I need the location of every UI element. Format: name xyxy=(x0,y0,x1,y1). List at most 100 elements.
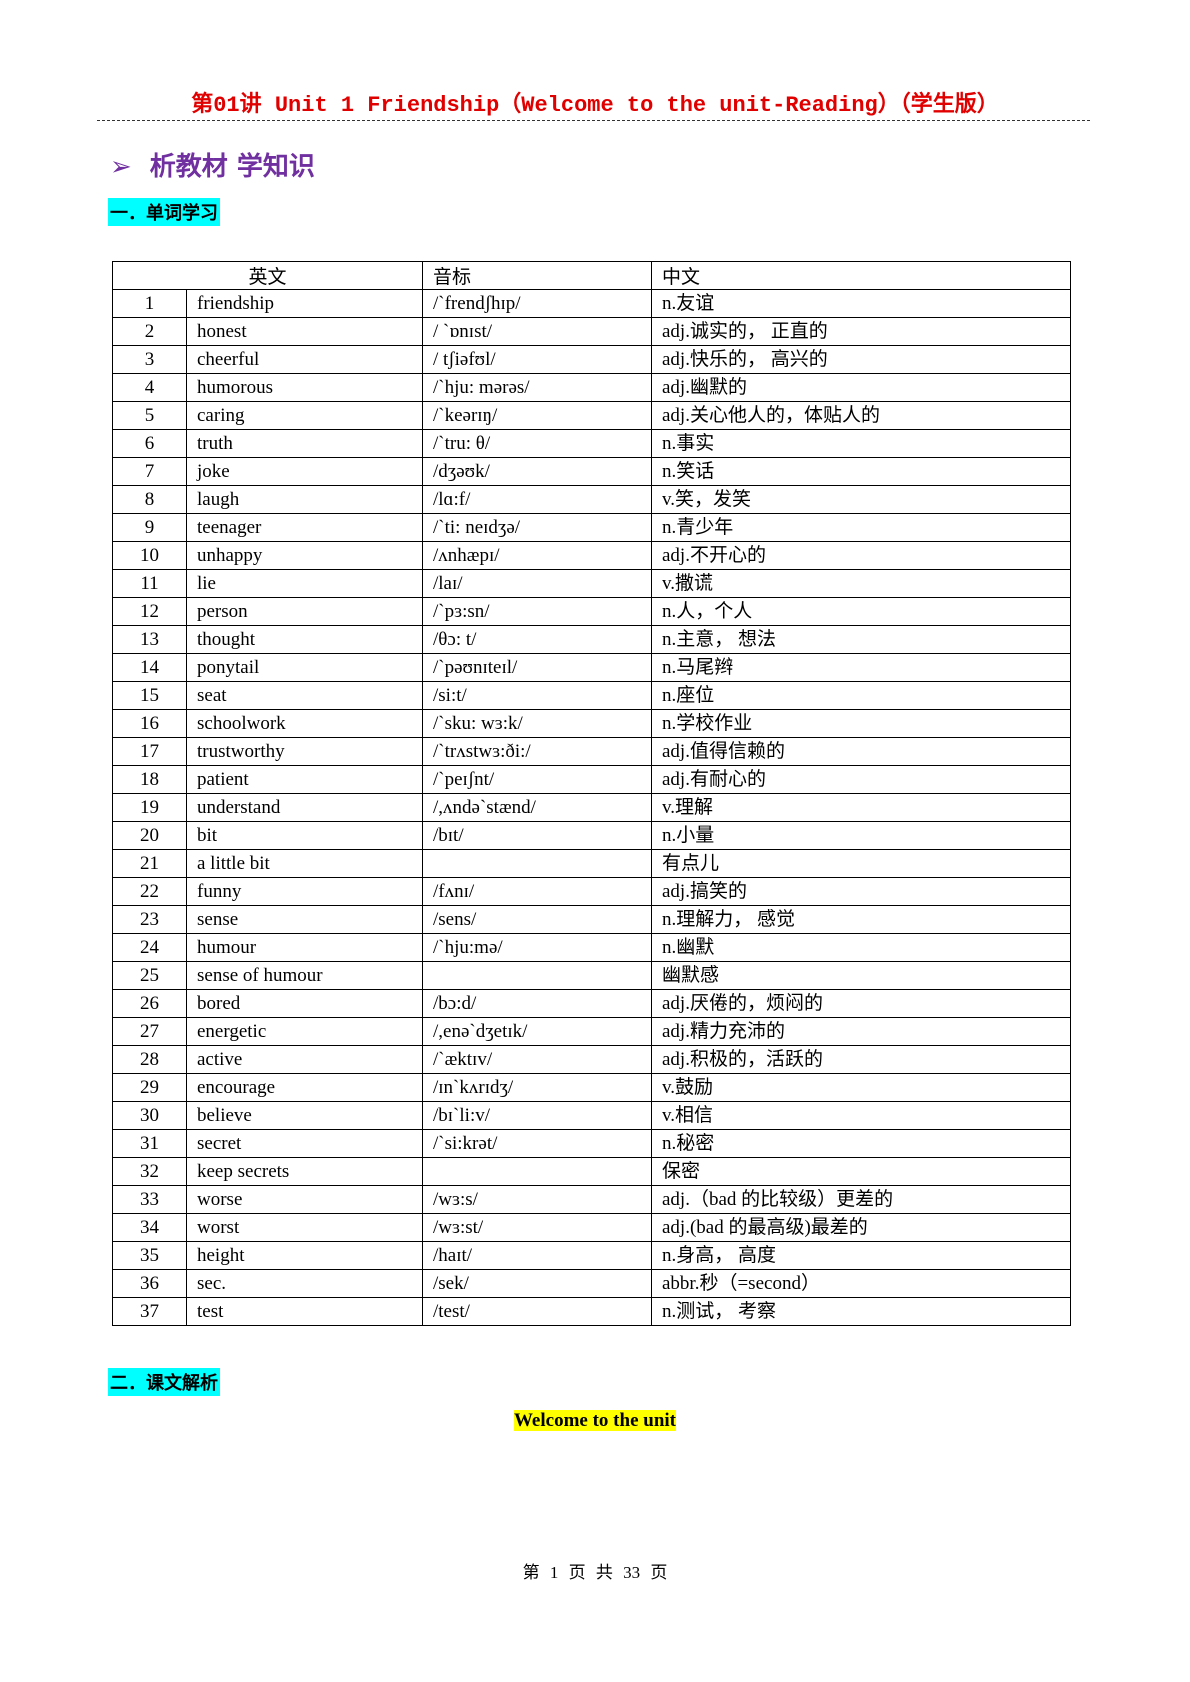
row-number: 20 xyxy=(112,821,187,850)
welcome-heading-text: Welcome to the unit xyxy=(513,1410,676,1431)
english-word: humour xyxy=(186,933,423,962)
english-word: truth xyxy=(186,429,423,458)
chinese-meaning: n.身高， 高度 xyxy=(651,1241,1071,1270)
row-number: 21 xyxy=(112,849,187,878)
row-number: 31 xyxy=(112,1129,187,1158)
table-row: 4 humorous/`hju: mərəs/adj.幽默的 xyxy=(112,373,1071,402)
row-number: 7 xyxy=(112,457,187,486)
phonetic: /`æktɪv/ xyxy=(422,1045,652,1074)
chinese-meaning: n.理解力， 感觉 xyxy=(651,905,1071,934)
table-row: 27 energetic/,enə`dʒetɪk/adj.精力充沛的 xyxy=(112,1017,1071,1046)
table-row: 37 test/test/n.测试， 考察 xyxy=(112,1297,1071,1326)
phonetic: /,enə`dʒetɪk/ xyxy=(422,1017,652,1046)
table-row: 19 understand/,ʌndə`stænd/v.理解 xyxy=(112,793,1071,822)
english-word: height xyxy=(186,1241,423,1270)
phonetic: /test/ xyxy=(422,1297,652,1326)
row-number: 22 xyxy=(112,877,187,906)
chinese-meaning: adj.有耐心的 xyxy=(651,765,1071,794)
english-word: caring xyxy=(186,401,423,430)
part2-heading: 二．课文解析 xyxy=(108,1368,220,1396)
table-row: 35 height/haɪt/n.身高， 高度 xyxy=(112,1241,1071,1270)
chinese-meaning: n.学校作业 xyxy=(651,709,1071,738)
row-number: 1 xyxy=(112,289,187,318)
table-row: 6 truth/`tru: θ/n.事实 xyxy=(112,429,1071,458)
row-number: 26 xyxy=(112,989,187,1018)
table-row: 32 keep secrets 保密 xyxy=(112,1157,1071,1186)
english-word: thought xyxy=(186,625,423,654)
table-row: 24 humour/`hju:mə/n.幽默 xyxy=(112,933,1071,962)
row-number: 3 xyxy=(112,345,187,374)
chinese-meaning: v.撒谎 xyxy=(651,569,1071,598)
chinese-meaning: adj.（bad 的比较级）更差的 xyxy=(651,1185,1071,1214)
row-number: 16 xyxy=(112,709,187,738)
english-word: worse xyxy=(186,1185,423,1214)
table-row: 23 sense/sens/n.理解力， 感觉 xyxy=(112,905,1071,934)
table-row: 3 cheerful / tʃiəfʊl/adj.快乐的， 高兴的 xyxy=(112,345,1071,374)
chinese-meaning: adj.关心他人的，体贴人的 xyxy=(651,401,1071,430)
english-word: trustworthy xyxy=(186,737,423,766)
row-number: 23 xyxy=(112,905,187,934)
english-word: sense xyxy=(186,905,423,934)
table-row: 1 friendship/`frendʃhɪp/n.友谊 xyxy=(112,289,1071,318)
chinese-meaning: n.青少年 xyxy=(651,513,1071,542)
english-word: patient xyxy=(186,765,423,794)
table-row: 2 honest / `ɒnɪst/adj.诚实的， 正直的 xyxy=(112,317,1071,346)
table-row: 33 worse/wɜ:s/adj.（bad 的比较级）更差的 xyxy=(112,1185,1071,1214)
english-word: laugh xyxy=(186,485,423,514)
chinese-meaning: n.人，个人 xyxy=(651,597,1071,626)
chinese-meaning: 保密 xyxy=(651,1157,1071,1186)
english-word: energetic xyxy=(186,1017,423,1046)
chinese-meaning: n.马尾辫 xyxy=(651,653,1071,682)
table-header-row: 英文 音标 中文 xyxy=(112,261,1071,290)
row-number: 36 xyxy=(112,1269,187,1298)
chinese-meaning: adj.(bad 的最高级)最差的 xyxy=(651,1213,1071,1242)
phonetic: /`hju: mərəs/ xyxy=(422,373,652,402)
phonetic: /`trʌstwɜ:ði:/ xyxy=(422,737,652,766)
phonetic: /si:t/ xyxy=(422,681,652,710)
chinese-meaning: v.鼓励 xyxy=(651,1073,1071,1102)
row-number: 28 xyxy=(112,1045,187,1074)
english-word: funny xyxy=(186,877,423,906)
row-number: 8 xyxy=(112,485,187,514)
chinese-meaning: v.理解 xyxy=(651,793,1071,822)
phonetic xyxy=(422,1157,652,1186)
chinese-meaning: n.笑话 xyxy=(651,457,1071,486)
english-word: cheerful xyxy=(186,345,423,374)
chinese-meaning: adj.值得信赖的 xyxy=(651,737,1071,766)
row-number: 9 xyxy=(112,513,187,542)
english-word: person xyxy=(186,597,423,626)
row-number: 12 xyxy=(112,597,187,626)
phonetic: /`tru: θ/ xyxy=(422,429,652,458)
table-row: 25 sense of humour 幽默感 xyxy=(112,961,1071,990)
phonetic: /sek/ xyxy=(422,1269,652,1298)
english-word: friendship xyxy=(186,289,423,318)
table-row: 7 joke/dʒəʊk/n.笑话 xyxy=(112,457,1071,486)
table-row: 16 schoolwork/`sku: wɜ:k/n.学校作业 xyxy=(112,709,1071,738)
english-word: honest xyxy=(186,317,423,346)
table-row: 30 believe/bɪ`li:v/v.相信 xyxy=(112,1101,1071,1130)
table-row: 10 unhappy/ʌnhæpɪ/adj.不开心的 xyxy=(112,541,1071,570)
chinese-meaning: adj.搞笑的 xyxy=(651,877,1071,906)
row-number: 2 xyxy=(112,317,187,346)
row-number: 6 xyxy=(112,429,187,458)
row-number: 27 xyxy=(112,1017,187,1046)
header-chinese: 中文 xyxy=(651,261,1071,290)
english-word: keep secrets xyxy=(186,1157,423,1186)
section-heading-label: 析教材 学知识 xyxy=(149,152,315,182)
row-number: 10 xyxy=(112,541,187,570)
table-row: 15 seat/si:t/n.座位 xyxy=(112,681,1071,710)
english-word: sense of humour xyxy=(186,961,423,990)
phonetic: /`keərɪŋ/ xyxy=(422,401,652,430)
phonetic: /`hju:mə/ xyxy=(422,933,652,962)
phonetic: /wɜ:st/ xyxy=(422,1213,652,1242)
row-number: 18 xyxy=(112,765,187,794)
phonetic: /sens/ xyxy=(422,905,652,934)
phonetic: /bɪt/ xyxy=(422,821,652,850)
chinese-meaning: v.笑，发笑 xyxy=(651,485,1071,514)
chinese-meaning: n.测试， 考察 xyxy=(651,1297,1071,1326)
chinese-meaning: adj.精力充沛的 xyxy=(651,1017,1071,1046)
english-word: sec. xyxy=(186,1269,423,1298)
chinese-meaning: adj.快乐的， 高兴的 xyxy=(651,345,1071,374)
phonetic: /θɔ: t/ xyxy=(422,625,652,654)
chinese-meaning: v.相信 xyxy=(651,1101,1071,1130)
